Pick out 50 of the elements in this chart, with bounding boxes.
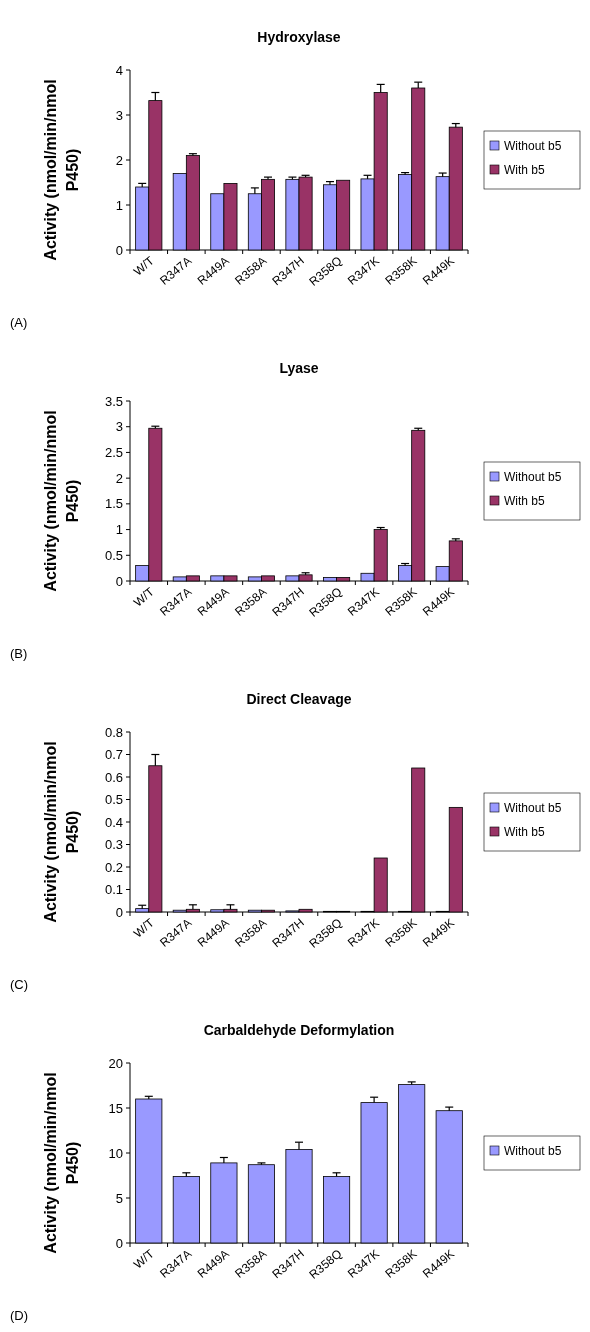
legend-label: Without b5 xyxy=(504,139,562,154)
legend-label: Without b5 xyxy=(504,470,562,485)
y-tick-label: 0.2 xyxy=(104,859,123,875)
legend-label: Without b5 xyxy=(504,1144,562,1159)
x-tick-label: W/T xyxy=(130,584,158,610)
y-tick-label: 0 xyxy=(115,1235,123,1251)
text: (C) xyxy=(10,977,29,992)
y-tick-label: 3 xyxy=(115,419,123,435)
y-tick-label: 0.6 xyxy=(104,769,123,785)
y-tick-label: 1 xyxy=(115,197,123,213)
y-tick-label: 0.4 xyxy=(104,814,123,830)
y-tick-label: 0 xyxy=(115,242,123,258)
y-tick-label: 3.5 xyxy=(104,393,123,409)
x-tick-label: W/T xyxy=(130,253,158,279)
chart-title: Lyase xyxy=(279,360,319,376)
y-axis-title: Activity (nmol/min/nmol P450) xyxy=(42,1072,81,1254)
text: (D) xyxy=(10,1308,29,1323)
y-tick-label: 0.5 xyxy=(104,547,123,563)
y-tick-label: 1.5 xyxy=(104,496,123,512)
y-tick-label: 0.1 xyxy=(104,882,123,898)
y-tick-label: 5 xyxy=(115,1190,123,1206)
legend-label: With b5 xyxy=(504,163,546,178)
y-axis-title: Activity (nmol/min/nmol P450) xyxy=(42,410,81,592)
y-tick-label: 0 xyxy=(115,573,123,589)
y-tick-label: 20 xyxy=(108,1055,123,1071)
text: (B) xyxy=(10,646,28,661)
y-tick-label: 0.5 xyxy=(104,792,123,808)
y-tick-label: 3 xyxy=(115,107,123,123)
legend-label: With b5 xyxy=(504,494,546,509)
y-tick-label: 15 xyxy=(108,1100,123,1116)
legend-label: With b5 xyxy=(504,825,546,840)
text: (A) xyxy=(10,315,28,330)
x-tick-label: W/T xyxy=(130,915,158,941)
x-tick-label: W/T xyxy=(130,1246,158,1272)
y-axis-title: Activity (nmol/min/nmol P450) xyxy=(42,741,81,923)
y-tick-label: 10 xyxy=(108,1145,123,1161)
y-tick-label: 1 xyxy=(115,522,123,538)
y-tick-label: 2 xyxy=(115,152,123,168)
y-tick-label: 0.7 xyxy=(104,747,123,763)
y-axis-title: Activity (nmol/min/nmol P450) xyxy=(42,79,81,261)
chart-title: Carbaldehyde Deformylation xyxy=(203,1022,395,1038)
y-tick-label: 0.3 xyxy=(104,837,123,853)
y-tick-label: 0.8 xyxy=(104,724,123,740)
y-tick-label: 2.5 xyxy=(104,444,123,460)
chart-title: Direct Cleavage xyxy=(246,691,352,707)
y-tick-label: 4 xyxy=(115,62,123,78)
y-tick-label: 0 xyxy=(115,904,123,920)
y-tick-label: 2 xyxy=(115,470,123,486)
chart-title: Hydroxylase xyxy=(257,29,341,45)
legend-label: Without b5 xyxy=(504,801,562,816)
